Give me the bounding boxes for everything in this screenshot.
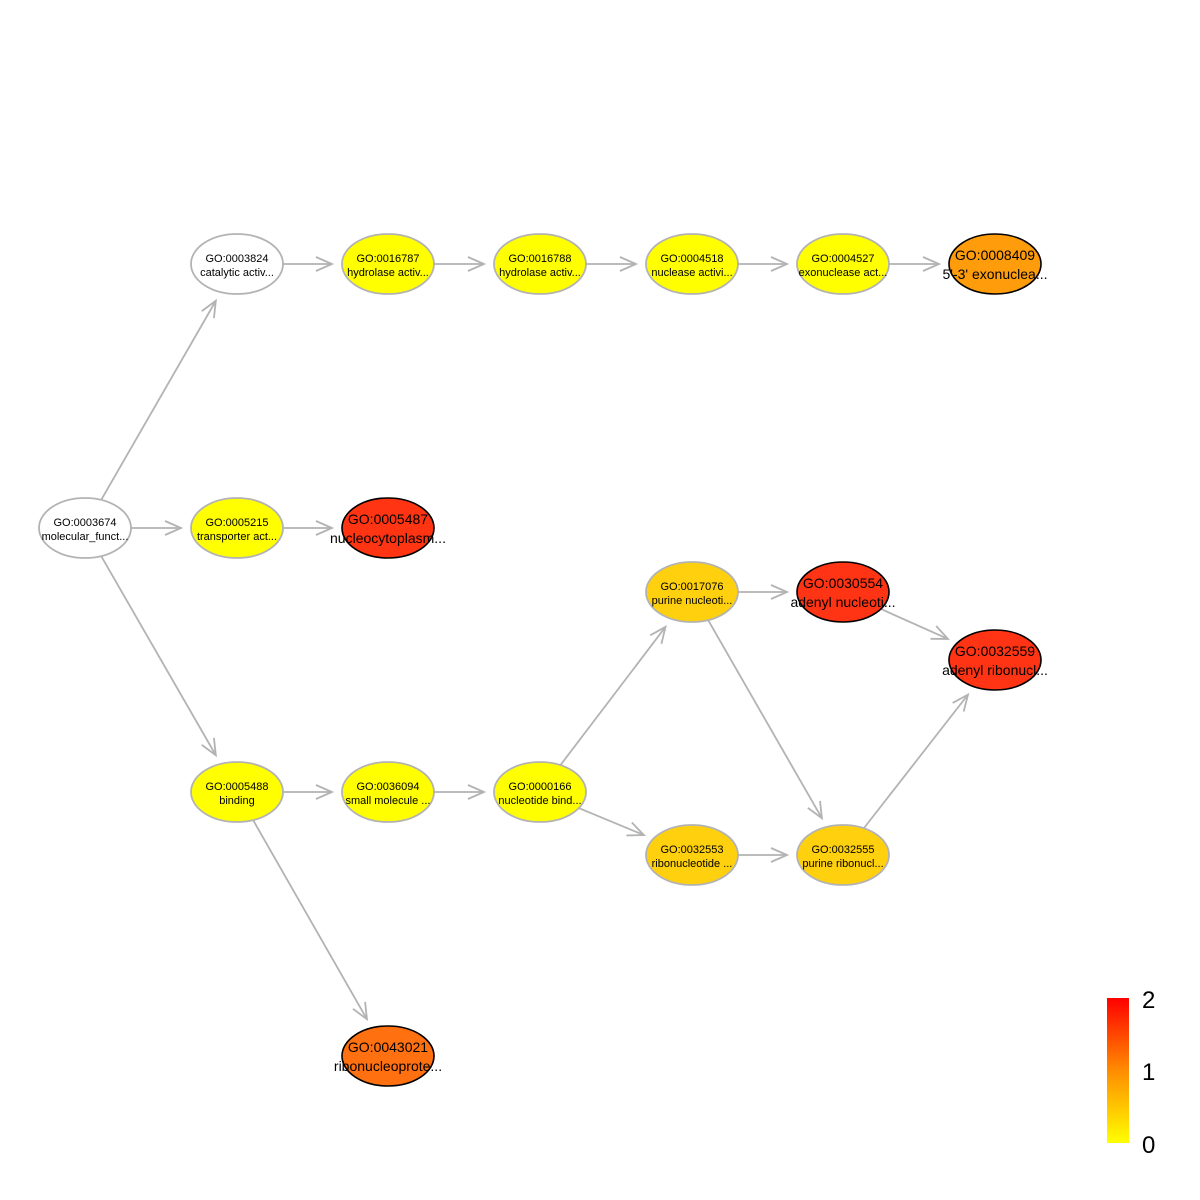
go-node-go-0032553[interactable]: GO:0032553 ribonucleotide ... — [645, 824, 739, 886]
edges — [100, 256, 970, 1022]
node-label: hydrolase activ... — [347, 267, 429, 279]
go-node-go-0004518[interactable]: GO:0004518 nuclease activi... — [645, 233, 739, 295]
color-scale-legend: 2 1 0 — [1107, 987, 1155, 1159]
go-node-go-0032559[interactable]: GO:0032559 adenyl ribonucl... — [942, 629, 1048, 691]
node-label: exonuclease act... — [799, 267, 888, 279]
edge-go-0005488-to-go-0043021 — [252, 819, 369, 1022]
node-shape — [341, 1025, 435, 1087]
node-shape — [190, 761, 284, 823]
node-shape — [645, 233, 739, 295]
node-label: molecular_funct... — [42, 531, 129, 543]
node-shape — [948, 629, 1042, 691]
edge-go-0005215-to-go-0005487 — [283, 520, 335, 536]
node-id: GO:0032555 — [812, 844, 875, 856]
node-id: GO:0016788 — [509, 253, 572, 265]
node-id: GO:0004527 — [812, 253, 875, 265]
node-id: GO:0005488 — [206, 781, 269, 793]
node-label: catalytic activ... — [200, 267, 274, 279]
go-node-go-0003674[interactable]: GO:0003674 molecular_funct... — [38, 497, 132, 559]
node-label: hydrolase activ... — [499, 267, 581, 279]
node-label: adenyl ribonucl... — [942, 662, 1048, 678]
node-shape — [796, 233, 890, 295]
edge-go-0032555-to-go-0032559 — [863, 692, 970, 829]
node-shape — [38, 497, 132, 559]
edge-go-0003824-to-go-0016787 — [283, 256, 335, 272]
go-node-go-0016787[interactable]: GO:0016787 hydrolase activ... — [341, 233, 435, 295]
node-shape — [948, 233, 1042, 295]
color-scale-bar — [1107, 998, 1129, 1143]
edge-go-0036094-to-go-0000166 — [434, 784, 487, 800]
go-node-go-0036094[interactable]: GO:0036094 small molecule ... — [341, 761, 435, 823]
node-label: adenyl nucleoti... — [790, 594, 895, 610]
node-id: GO:0005215 — [206, 517, 269, 529]
edge-go-0004518-to-go-0004527 — [738, 256, 790, 272]
edge-go-0000166-to-go-0032553 — [578, 807, 647, 837]
node-label: nucleotide bind... — [498, 795, 581, 807]
go-node-go-0030554[interactable]: GO:0030554 adenyl nucleoti... — [790, 561, 896, 623]
go-node-go-0005488[interactable]: GO:0005488 binding — [190, 761, 284, 823]
node-id: GO:0032559 — [955, 643, 1035, 659]
node-label: purine nucleoti... — [652, 595, 733, 607]
node-label: nuclease activi... — [651, 267, 732, 279]
edge-go-0003674-to-go-0003824 — [100, 298, 217, 501]
node-id: GO:0043021 — [348, 1039, 428, 1055]
legend-tick-mid: 1 — [1142, 1059, 1155, 1086]
node-shape — [493, 233, 587, 295]
edge-go-0005488-to-go-0036094 — [283, 784, 335, 800]
go-node-go-0004527[interactable]: GO:0004527 exonuclease act... — [796, 233, 890, 295]
go-node-go-0032555[interactable]: GO:0032555 purine ribonucl... — [796, 824, 890, 886]
node-label: purine ribonucl... — [802, 858, 883, 870]
go-node-go-0043021[interactable]: GO:0043021 ribonucleoprote... — [334, 1025, 442, 1087]
node-id: GO:0016787 — [357, 253, 420, 265]
node-shape — [341, 761, 435, 823]
node-shape — [190, 497, 284, 559]
go-node-go-0003824[interactable]: GO:0003824 catalytic activ... — [190, 233, 284, 295]
node-shape — [190, 233, 284, 295]
edge-go-0030554-to-go-0032559 — [880, 608, 950, 640]
node-label: small molecule ... — [346, 795, 431, 807]
node-id: GO:0017076 — [661, 581, 724, 593]
node-label: binding — [219, 795, 254, 807]
go-node-go-0005215[interactable]: GO:0005215 transporter act... — [190, 497, 284, 559]
node-id: GO:0003824 — [206, 253, 269, 265]
node-label: ribonucleoprote... — [334, 1058, 442, 1074]
node-shape — [796, 561, 890, 623]
node-shape — [493, 761, 587, 823]
node-label: nucleocytoplasm... — [330, 530, 446, 546]
edge-go-0000166-to-go-0017076 — [559, 625, 667, 766]
go-node-go-0016788[interactable]: GO:0016788 hydrolase activ... — [493, 233, 587, 295]
go-node-go-0005487[interactable]: GO:0005487 nucleocytoplasm... — [330, 497, 446, 559]
node-id: GO:0032553 — [661, 844, 724, 856]
node-label: ribonucleotide ... — [652, 858, 733, 870]
node-shape — [796, 824, 890, 886]
node-shape — [645, 824, 739, 886]
node-id: GO:0004518 — [661, 253, 724, 265]
nodes: GO:0003674 molecular_funct... GO:0003824 ca… — [38, 233, 1048, 1087]
node-id: GO:0036094 — [357, 781, 420, 793]
edge-go-0016788-to-go-0004518 — [586, 256, 639, 272]
node-id: GO:0005487 — [348, 511, 428, 527]
edge-go-0016787-to-go-0016788 — [434, 256, 487, 272]
node-label: 5'-3' exonuclea... — [943, 266, 1048, 282]
node-shape — [341, 233, 435, 295]
node-shape — [645, 561, 739, 623]
node-id: GO:0008409 — [955, 247, 1035, 263]
node-id: GO:0000166 — [509, 781, 572, 793]
node-shape — [341, 497, 435, 559]
edge-go-0004527-to-go-0008409 — [889, 256, 942, 272]
edge-go-0003674-to-go-0005215 — [131, 520, 184, 536]
node-label: transporter act... — [197, 531, 277, 543]
edge-go-0003674-to-go-0005488 — [100, 555, 217, 758]
legend-tick-max: 2 — [1142, 987, 1155, 1014]
node-id: GO:0003674 — [54, 517, 117, 529]
legend-tick-min: 0 — [1142, 1132, 1155, 1159]
go-node-go-0008409[interactable]: GO:0008409 5'-3' exonuclea... — [943, 233, 1048, 295]
node-id: GO:0030554 — [803, 575, 883, 591]
edge-go-0017076-to-go-0032555 — [707, 619, 824, 821]
go-node-go-0000166[interactable]: GO:0000166 nucleotide bind... — [493, 761, 587, 823]
edge-go-0017076-to-go-0030554 — [738, 584, 790, 600]
go-node-go-0017076[interactable]: GO:0017076 purine nucleoti... — [645, 561, 739, 623]
edge-go-0032553-to-go-0032555 — [738, 847, 790, 863]
